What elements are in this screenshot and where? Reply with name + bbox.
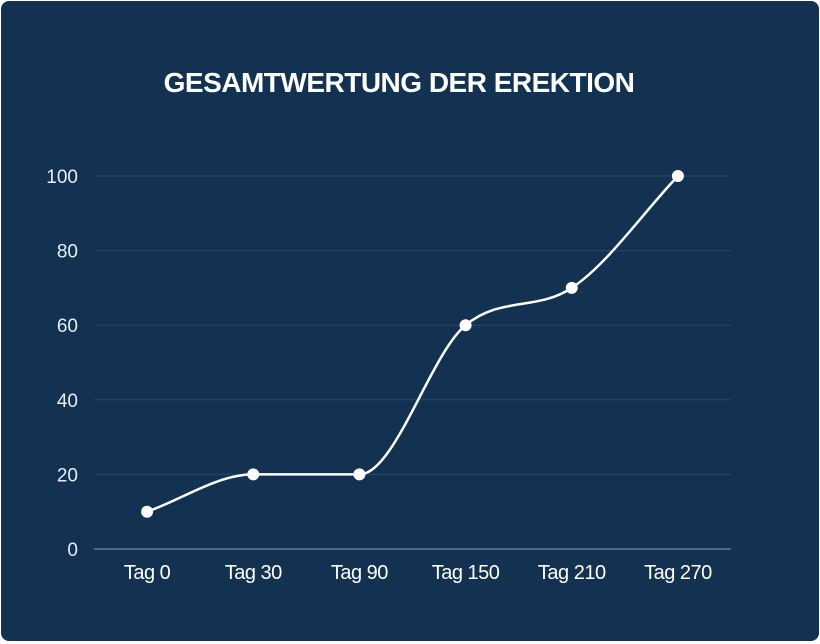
x-tick-label: Tag 270	[644, 562, 712, 584]
y-tick-label: 100	[46, 167, 78, 188]
data-point	[141, 505, 154, 518]
x-tick-label: Tag 90	[331, 562, 388, 584]
data-point	[459, 319, 472, 332]
y-tick-label: 60	[57, 316, 78, 337]
y-tick-label: 20	[57, 465, 78, 486]
x-tick-label: Tag 210	[538, 562, 606, 584]
data-point	[671, 170, 684, 182]
x-tick-label: Tag 0	[124, 562, 171, 584]
series-line	[145, 174, 680, 513]
y-tick-label: 80	[57, 242, 78, 263]
data-point	[353, 468, 366, 481]
chart-title: GESAMTWERTUNG DER EREKTION	[163, 67, 635, 98]
y-tick-label: 40	[57, 391, 78, 412]
data-point	[565, 281, 578, 294]
data-point	[247, 468, 260, 481]
y-tick-label: 0	[67, 540, 78, 561]
x-tick-label: Tag 30	[225, 562, 282, 584]
x-tick-label: Tag 150	[432, 562, 500, 584]
